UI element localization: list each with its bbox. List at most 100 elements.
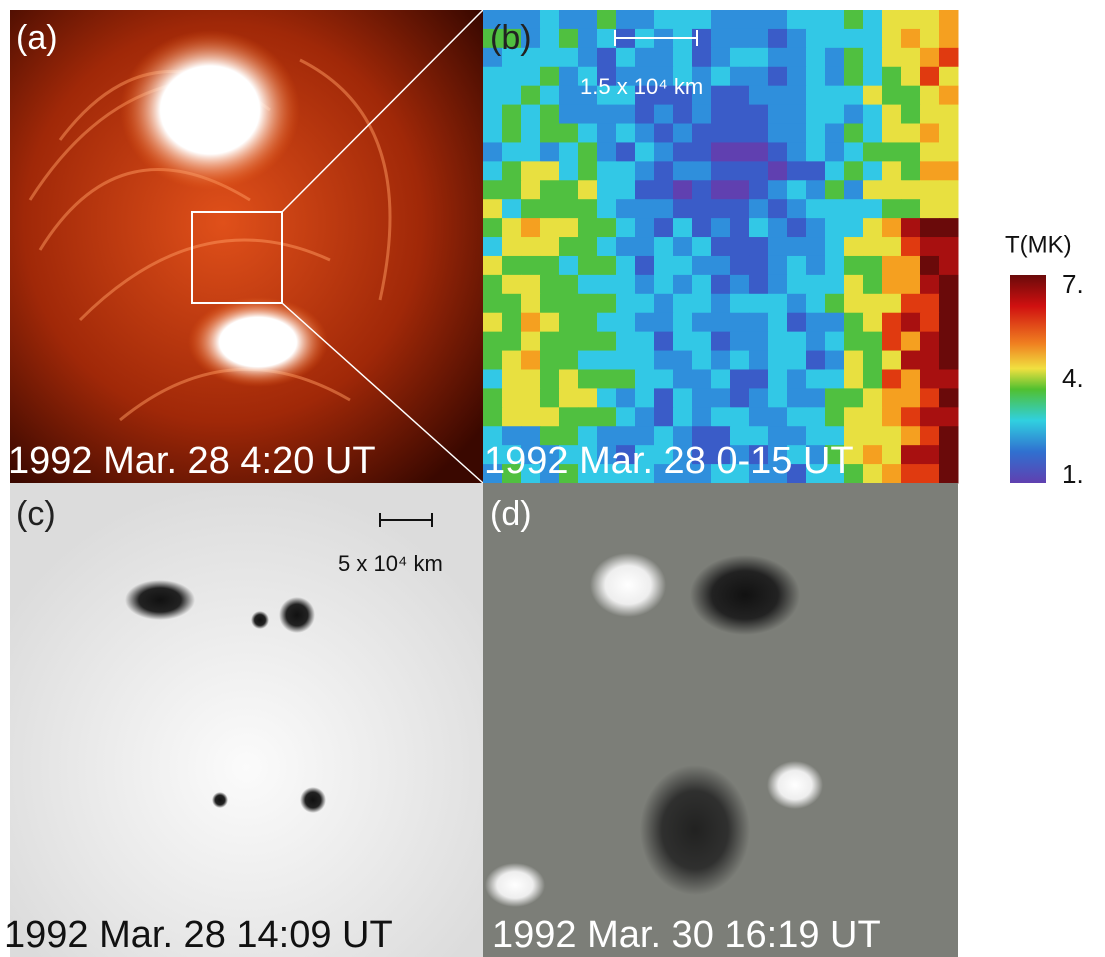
- temperature-pixel: [920, 218, 940, 237]
- temperature-pixel: [673, 313, 693, 332]
- temperature-pixel: [806, 48, 826, 67]
- temperature-pixel: [597, 29, 617, 48]
- temperature-pixel: [749, 294, 769, 313]
- temperature-pixel: [749, 86, 769, 105]
- temperature-pixel: [787, 67, 807, 86]
- temperature-pixel: [749, 407, 769, 426]
- temperature-pixel: [749, 388, 769, 407]
- temperature-pixel: [483, 86, 503, 105]
- temperature-pixel: [540, 105, 560, 124]
- temperature-pixel: [768, 105, 788, 124]
- temperature-pixel: [844, 388, 864, 407]
- temperature-pixel: [901, 86, 921, 105]
- temperature-pixel: [768, 161, 788, 180]
- temperature-pixel: [768, 351, 788, 370]
- temperature-pixel: [825, 313, 845, 332]
- temperature-pixel: [768, 332, 788, 351]
- temperature-pixel: [521, 180, 541, 199]
- temperature-pixel: [483, 256, 503, 275]
- temperature-pixel: [825, 67, 845, 86]
- temperature-pixel: [787, 199, 807, 218]
- temperature-pixel: [844, 313, 864, 332]
- temperature-pixel: [749, 313, 769, 332]
- temperature-pixel: [730, 388, 750, 407]
- temperature-pixel: [559, 218, 579, 237]
- temperature-pixel: [939, 10, 959, 29]
- temperature-pixel: [578, 332, 598, 351]
- temperature-pixel: [711, 10, 731, 29]
- temperature-pixel: [711, 142, 731, 161]
- temperature-pixel: [673, 256, 693, 275]
- temperature-pixel: [483, 388, 503, 407]
- temperature-pixel: [654, 105, 674, 124]
- temperature-pixel: [787, 407, 807, 426]
- temperature-pixel: [920, 10, 940, 29]
- temperature-pixel: [882, 218, 902, 237]
- temperature-pixel: [749, 48, 769, 67]
- temperature-pixel: [502, 180, 522, 199]
- temperature-pixel: [939, 351, 959, 370]
- temperature-pixel: [882, 426, 902, 445]
- temperature-pixel: [483, 313, 503, 332]
- sunspot: [300, 787, 326, 813]
- temperature-pixel: [920, 237, 940, 256]
- temperature-pixel: [901, 275, 921, 294]
- temperature-pixel: [806, 67, 826, 86]
- temperature-pixel: [901, 29, 921, 48]
- temperature-pixel: [825, 294, 845, 313]
- temperature-pixel: [711, 237, 731, 256]
- temperature-pixel: [749, 369, 769, 388]
- temperature-pixel: [692, 369, 712, 388]
- temperature-pixel: [635, 351, 655, 370]
- temperature-pixel: [920, 161, 940, 180]
- temperature-pixel: [825, 161, 845, 180]
- temperature-pixel: [749, 67, 769, 86]
- temperature-pixel: [920, 67, 940, 86]
- temperature-pixel: [806, 142, 826, 161]
- temperature-pixel: [673, 180, 693, 199]
- sunspot: [279, 597, 315, 633]
- temperature-pixel: [825, 29, 845, 48]
- temperature-pixel: [616, 161, 636, 180]
- sunspot: [212, 792, 228, 808]
- temperature-pixel: [730, 161, 750, 180]
- temperature-pixel: [920, 388, 940, 407]
- temperature-pixel: [502, 351, 522, 370]
- temperature-pixel: [616, 351, 636, 370]
- temperature-pixel: [730, 199, 750, 218]
- temperature-pixel: [616, 218, 636, 237]
- panel-b: [483, 10, 959, 484]
- temperature-pixel: [597, 48, 617, 67]
- temperature-pixel: [939, 294, 959, 313]
- panel-label: (d): [490, 495, 532, 533]
- temperature-pixel: [711, 275, 731, 294]
- temperature-pixel: [863, 161, 883, 180]
- temperature-pixel: [901, 218, 921, 237]
- temperature-pixel: [882, 10, 902, 29]
- temperature-pixel: [920, 256, 940, 275]
- temperature-pixel: [521, 369, 541, 388]
- temperature-pixel: [635, 142, 655, 161]
- temperature-pixel: [882, 237, 902, 256]
- temperature-pixel: [863, 445, 883, 464]
- temperature-pixel: [749, 237, 769, 256]
- temperature-pixel: [787, 275, 807, 294]
- temperature-pixel: [559, 332, 579, 351]
- temperature-pixel: [844, 29, 864, 48]
- temperature-pixel: [806, 10, 826, 29]
- temperature-pixel: [597, 180, 617, 199]
- temperature-pixel: [768, 29, 788, 48]
- temperature-pixel: [806, 294, 826, 313]
- temperature-pixel: [559, 29, 579, 48]
- temperature-pixel: [616, 237, 636, 256]
- temperature-pixel: [768, 67, 788, 86]
- temperature-pixel: [635, 199, 655, 218]
- positive-polarity: [590, 553, 666, 617]
- temperature-pixel: [901, 464, 921, 483]
- temperature-pixel: [521, 218, 541, 237]
- temperature-pixel: [578, 142, 598, 161]
- temperature-pixel: [711, 105, 731, 124]
- temperature-pixel: [673, 142, 693, 161]
- temperature-pixel: [540, 199, 560, 218]
- temperature-pixel: [502, 67, 522, 86]
